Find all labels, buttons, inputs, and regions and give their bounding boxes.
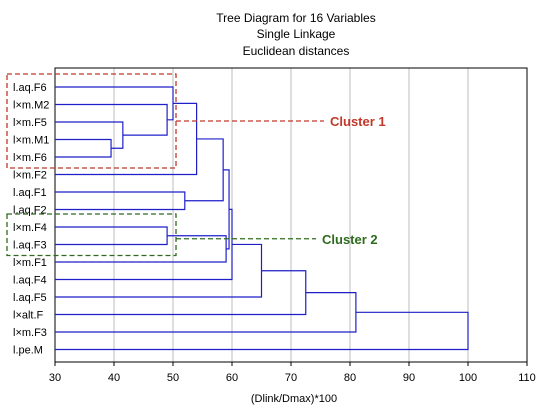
leaf-label: l.aq.F4 (13, 275, 47, 287)
leaf-label: l.aq.F3 (13, 240, 47, 252)
x-tick-label: 40 (108, 372, 120, 384)
leaf-label: l×m.F2 (13, 170, 47, 182)
x-tick-label: 80 (344, 372, 356, 384)
leaf-label: l×m.M2 (13, 100, 49, 112)
dendrogram-link (55, 311, 469, 351)
dendrogram-link (55, 191, 186, 211)
chart-subtitle-linkage: Single Linkage (257, 27, 336, 41)
leaf-label: l.aq.F6 (13, 82, 47, 94)
leaf-label: l×m.M1 (13, 135, 49, 147)
leaf-label: l×m.F3 (13, 327, 47, 339)
leaf-label: l.pe.M (13, 345, 43, 357)
dendrogram-link (184, 138, 224, 202)
chart-title: Tree Diagram for 16 Variables (216, 11, 375, 25)
x-tick-label: 60 (226, 372, 238, 384)
x-tick-label: 110 (518, 372, 536, 384)
leaf-label: l.aq.F5 (13, 292, 47, 304)
x-tick-label: 90 (403, 372, 415, 384)
x-tick-label: 100 (459, 372, 477, 384)
x-tick-label: 50 (167, 372, 179, 384)
dendrogram-link (55, 292, 357, 333)
x-tick-label: 30 (49, 372, 61, 384)
leaf-label: l×m.F6 (13, 152, 47, 164)
dendrogram-link (55, 138, 112, 158)
x-tick-label: 70 (285, 372, 297, 384)
cluster-annotations: Cluster 1 Cluster 2 (6, 73, 386, 257)
dendrogram-link (55, 270, 307, 316)
leaf-label: l.aq.F1 (13, 187, 47, 199)
dendrogram-link (55, 235, 227, 263)
cluster-label: Cluster 1 (330, 114, 386, 129)
leaf-label: l.aq.F2 (13, 205, 47, 217)
leaf-label: l×m.F4 (13, 222, 47, 234)
x-axis-label: (Dlink/Dmax)*100 (251, 393, 337, 405)
dendrogram-link (55, 243, 263, 298)
x-axis-ticks: 30 40 50 60 70 80 90 100 110 (49, 362, 536, 384)
dendrogram-link (55, 103, 168, 136)
dendrogram-links (55, 86, 469, 351)
leaf-label: l×m.F1 (13, 257, 47, 269)
chart-subtitle-distance: Euclidean distances (243, 44, 350, 58)
cluster-label: Cluster 2 (322, 232, 378, 247)
dendrogram-link (55, 226, 168, 246)
cluster-box (6, 213, 177, 257)
leaf-labels: l.aq.F6 l×m.M2 l×m.F5 l×m.M1 l×m.F6 l×m.F2 l.a… (13, 82, 49, 357)
dendrogram-link (55, 121, 124, 149)
leaf-label: l×m.F5 (13, 117, 47, 129)
leaf-label: l×alt.F (13, 310, 44, 322)
